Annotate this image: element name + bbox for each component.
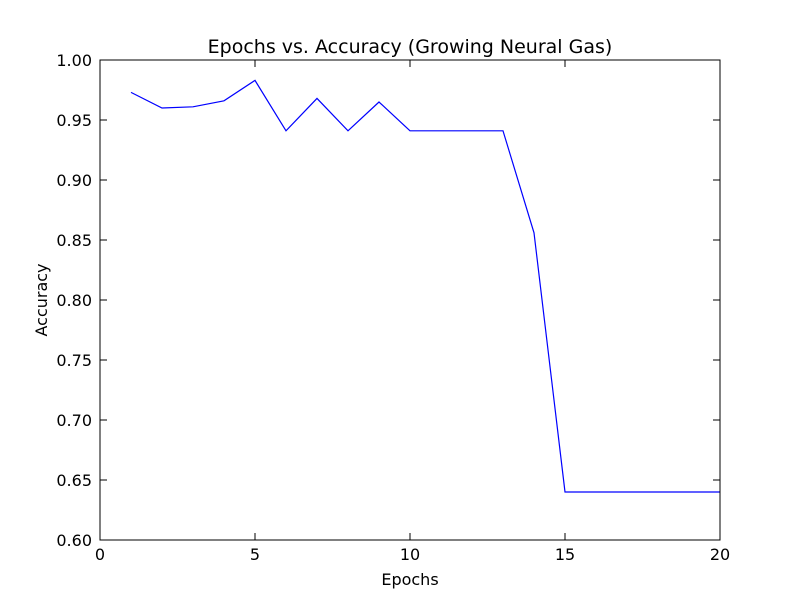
x-tick-label-4: 20: [710, 545, 730, 564]
series-line-0: [130, 79, 720, 493]
y-axis-title: Accuracy: [32, 263, 51, 336]
y-tick-label-6: 0.90: [56, 171, 92, 190]
plot-area: 0 5 10 15 20 0.60 0.65 0.70 0.75 0.80 0.85 0.90 0.95…: [56, 51, 730, 564]
x-tick-label-1: 5: [250, 545, 260, 564]
chart-title: Epochs vs. Accuracy (Growing Neural Gas): [208, 36, 613, 58]
y-tick-label-7: 0.95: [56, 111, 92, 130]
x-axis-title: Epochs: [381, 570, 438, 589]
x-tick-label-3: 15: [555, 545, 575, 564]
y-tick-label-2: 0.70: [56, 411, 92, 430]
y-tick-label-3: 0.75: [56, 351, 92, 370]
x-tick-label-0: 0: [95, 545, 105, 564]
y-tick-label-5: 0.85: [56, 231, 92, 250]
y-tick-label-4: 0.80: [56, 291, 92, 310]
y-tick-label-1: 0.65: [56, 471, 92, 490]
y-tick-label-0: 0.60: [56, 531, 92, 550]
y-tick-label-8: 1.00: [56, 51, 92, 70]
x-tick-label-2: 10: [400, 545, 420, 564]
